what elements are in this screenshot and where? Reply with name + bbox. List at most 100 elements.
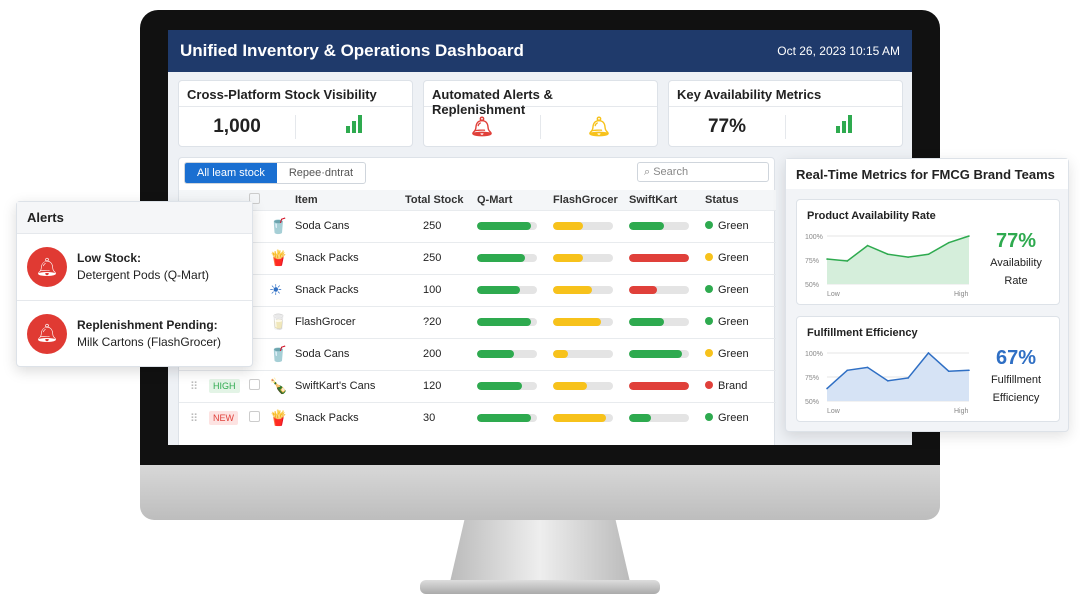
stock-level-fill — [629, 350, 682, 358]
stock-level-bar — [477, 286, 537, 294]
snack-bag-icon: 🍟 — [269, 241, 295, 274]
col-flashgrocer[interactable]: FlashGrocer — [553, 190, 629, 210]
stock-level-bar — [477, 382, 537, 390]
item-name: Snack Packs — [295, 273, 405, 306]
alerts-replenishment-card[interactable]: Automated Alerts & Replenishment 🔔︎ 🔔︎ — [423, 80, 658, 147]
col-qmart[interactable]: Q-Mart — [477, 190, 553, 210]
availability-sparkline: 100% 75% 50% Low High — [805, 234, 970, 298]
total-stock: 30 — [405, 401, 477, 434]
drag-handle-icon[interactable]: ⠿ — [189, 412, 199, 425]
header: Unified Inventory & Operations Dashboard… — [168, 30, 912, 72]
status-dot — [705, 349, 713, 357]
data-point — [947, 241, 950, 244]
table-row[interactable]: 🥛 FlashGrocer ?20 Green — [179, 305, 776, 338]
stock-level-fill — [629, 254, 689, 262]
total-stock: 120 — [405, 369, 477, 402]
stock-visibility-card[interactable]: Cross-Platform Stock Visibility 1,000 — [178, 80, 413, 147]
data-point — [826, 258, 828, 260]
monitor-base — [420, 580, 660, 594]
stock-level-fill — [477, 254, 525, 262]
availability-metrics-card[interactable]: Key Availability Metrics 77% — [668, 80, 903, 147]
y-tick-label: 75% — [805, 258, 819, 265]
select-all-checkbox[interactable] — [249, 192, 260, 204]
data-point — [907, 377, 909, 379]
stock-level-fill — [477, 222, 531, 230]
tab-secondary[interactable]: Repee·dntrat — [288, 167, 354, 179]
stock-level-fill — [477, 382, 522, 390]
alerts-popover: Alerts 🔔︎ Low Stock: Detergent Pods (Q-Mar… — [16, 201, 253, 367]
table-row[interactable]: 🥤 Soda Cans 250 Green — [179, 209, 776, 242]
data-point — [887, 380, 889, 382]
table-row[interactable]: 🍟 Snack Packs 250 Green — [179, 241, 776, 274]
card-value: 1,000 — [213, 116, 261, 137]
row-checkbox[interactable] — [249, 379, 260, 390]
stock-level-fill — [629, 318, 664, 326]
area-fill — [827, 353, 969, 401]
monitor-stand — [450, 520, 630, 582]
data-point — [846, 260, 849, 262]
table-row[interactable]: ⠿ HIGH 🍾 SwiftKart's Cans 120 Brand — [179, 369, 776, 402]
realtime-metrics-panel: Real-Time Metrics for FMCG Brand Teams P… — [785, 158, 1069, 432]
bell-icon: 🔔︎ — [27, 313, 67, 354]
data-point — [887, 253, 889, 256]
fulfillment-chart-card: Fulfillment Efficiency 100% 75% 50% Low High… — [796, 316, 1060, 422]
stock-level-fill — [629, 222, 664, 230]
chart-title: Fulfillment Efficiency — [807, 327, 918, 339]
item-name: Snack Packs — [295, 241, 405, 274]
stock-level-fill — [553, 414, 606, 423]
card-value: 77% — [707, 116, 747, 137]
alert-detail: Milk Cartons (FlashGrocer) — [77, 334, 222, 349]
series-line — [826, 351, 970, 390]
stock-level-fill — [629, 382, 689, 390]
stock-level-bar — [553, 222, 613, 230]
item-name: Soda Cans — [295, 337, 405, 370]
alert-title: Replenishment Pending: — [77, 317, 218, 332]
milk-carton-icon: 🥛 — [269, 305, 295, 338]
stock-level-fill — [553, 222, 583, 230]
total-stock: 250 — [405, 209, 477, 242]
table-row[interactable]: ⠿ NEW 🍟 Snack Packs 30 Green — [179, 401, 776, 434]
status-dot — [705, 381, 713, 389]
stock-level-bar — [629, 286, 689, 294]
status-text: Green — [718, 316, 749, 328]
alerts-title: Alerts — [17, 202, 252, 234]
datetime: Oct 26, 2023 10:15 AM — [777, 44, 900, 58]
data-point — [907, 256, 909, 258]
bell-icon: 🔔︎ — [540, 115, 657, 139]
bar-chart-icon — [346, 115, 362, 133]
metrics-title: Real-Time Metrics for FMCG Brand Teams — [786, 159, 1068, 189]
col-total-stock[interactable]: Total Stock — [405, 190, 477, 210]
col-status[interactable]: Status — [705, 190, 776, 210]
bell-icon: 🔔︎ — [469, 117, 495, 138]
alert-item[interactable]: 🔔︎ Low Stock: Detergent Pods (Q-Mart) — [17, 234, 252, 300]
row-checkbox[interactable] — [249, 411, 260, 423]
status-text: Brand — [718, 380, 748, 392]
total-stock: 100 — [405, 273, 477, 306]
table-row[interactable]: 🥤 Soda Cans 200 Green — [179, 337, 776, 370]
stock-level-bar — [629, 318, 689, 326]
tab-all-team-stock[interactable]: All leam stock — [185, 163, 277, 183]
drag-handle-icon[interactable]: ⠿ — [189, 380, 199, 393]
fulfillment-sparkline: 100% 75% 50% Low High — [805, 351, 970, 415]
table-row[interactable]: ☀ Snack Packs 100 Green — [179, 273, 776, 306]
x-tick-label: High — [954, 291, 969, 298]
stock-level-fill — [477, 414, 531, 423]
stock-level-fill — [553, 382, 587, 390]
stock-level-bar — [553, 382, 613, 390]
alert-item[interactable]: 🔔︎ Replenishment Pending: Milk Cartons (Fl… — [17, 300, 252, 366]
item-name: SwiftKart's Cans — [295, 369, 405, 402]
search-input[interactable]: ⌕ Search — [637, 162, 769, 182]
page-title: Unified Inventory & Operations Dashboard — [180, 41, 524, 60]
card-title: Automated Alerts & Replenishment — [424, 81, 657, 117]
status-dot — [705, 253, 713, 261]
availability-chart-card: Product Availability Rate 100% 75% 50% Low H… — [796, 199, 1060, 305]
col-item[interactable]: Item — [295, 190, 405, 210]
inventory-table: Item Total Stock Q-Mart FlashGrocer Swif… — [179, 190, 776, 434]
y-tick-label: 75% — [805, 375, 819, 382]
item-name: Snack Packs — [295, 401, 405, 434]
data-point — [927, 253, 930, 256]
stock-level-bar — [477, 318, 537, 326]
metric-value: 77% — [995, 230, 1037, 252]
stock-level-bar — [553, 318, 613, 326]
col-swiftkart[interactable]: SwiftKart — [629, 190, 705, 210]
